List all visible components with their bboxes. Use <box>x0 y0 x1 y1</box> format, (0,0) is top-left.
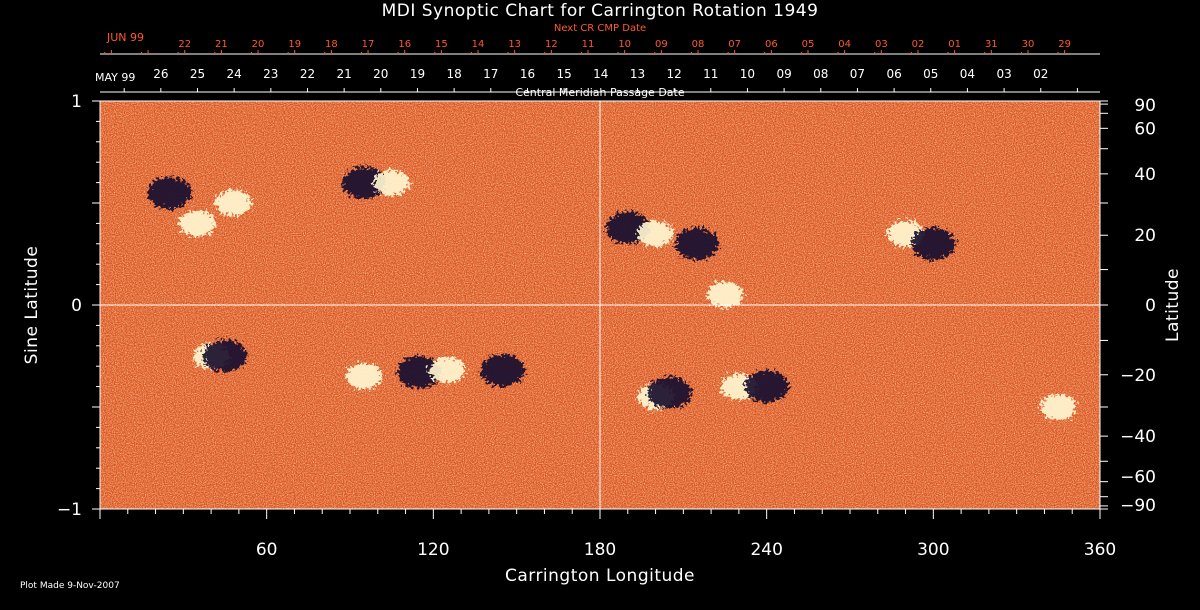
next-cr-day-label: 14 <box>472 39 485 50</box>
y-axis-label-right: Latitude <box>1163 268 1183 342</box>
cmp-day-label: 07 <box>850 67 865 81</box>
negative-polarity-region <box>744 370 789 403</box>
axes: 60 120 180 240 300 36010−1906040200−20−40−60−… <box>57 39 1156 560</box>
next-cr-day-label: 31 <box>985 39 998 50</box>
y-right-tick-label: 60 <box>1134 119 1156 139</box>
positive-polarity-region <box>179 210 216 237</box>
negative-polarity-region <box>480 354 525 387</box>
y-left-tick-label: 0 <box>71 296 82 316</box>
active-regions <box>147 166 1077 420</box>
negative-polarity-region <box>647 376 692 409</box>
positive-polarity-region <box>1040 394 1077 420</box>
y-axis-label-left: Sine Latitude <box>22 245 42 365</box>
cmp-day-label: 21 <box>337 67 352 81</box>
x-axis-label: Carrington Longitude <box>504 566 696 586</box>
next-cr-day-label: 05 <box>802 39 815 50</box>
negative-polarity-region <box>147 176 192 209</box>
positive-polarity-region <box>707 281 743 308</box>
cmp-month-label: MAY 99 <box>95 71 136 84</box>
x-tick-label: 180 <box>584 540 616 560</box>
chart-title: MDI Synoptic Chart for Carrington Rotati… <box>381 1 819 21</box>
y-right-tick-label: −40 <box>1120 427 1156 447</box>
next-cr-day-label: 11 <box>582 39 595 50</box>
next-cr-day-label: 19 <box>288 39 301 50</box>
cmp-day-label: 08 <box>813 67 828 81</box>
next-cr-day-label: 08 <box>692 39 705 50</box>
y-left-tick-label: −1 <box>57 500 82 520</box>
cmp-day-label: 13 <box>630 67 645 81</box>
x-tick-label: 60 <box>256 540 278 560</box>
next-cr-day-label: 30 <box>1022 39 1035 50</box>
cmp-day-label: 11 <box>703 67 718 81</box>
negative-polarity-region <box>675 227 720 260</box>
cmp-day-label: 03 <box>996 67 1011 81</box>
next-cr-day-label: 06 <box>765 39 778 50</box>
y-right-tick-label: 90 <box>1134 96 1156 116</box>
positive-polarity-region <box>345 363 382 390</box>
next-cr-axis-title: Next CR CMP Date <box>553 23 647 34</box>
next-cr-day-label: 15 <box>435 39 448 50</box>
next-cr-day-label: 22 <box>178 39 191 50</box>
next-cr-day-label: 18 <box>325 39 338 50</box>
plot-made-footer: Plot Made 9-Nov-2007 <box>20 581 120 591</box>
cmp-axis-title: Central Meridian Passage Date <box>515 86 685 99</box>
next-cr-day-label: 16 <box>398 39 411 50</box>
cmp-day-label: 15 <box>556 67 571 81</box>
cmp-day-label: 23 <box>263 67 278 81</box>
cmp-day-label: 26 <box>153 67 168 81</box>
cmp-day-label: 12 <box>666 67 681 81</box>
cmp-day-label: 19 <box>410 67 425 81</box>
negative-polarity-region <box>203 340 247 372</box>
y-right-tick-label: 40 <box>1134 165 1156 185</box>
cmp-day-label: 09 <box>776 67 791 81</box>
cmp-day-label: 25 <box>190 67 205 81</box>
cmp-day-label: 18 <box>446 67 461 81</box>
negative-polarity-region <box>397 356 442 389</box>
positive-polarity-region <box>373 169 410 196</box>
next-cr-day-label: 12 <box>545 39 558 50</box>
y-right-tick-label: −20 <box>1120 366 1156 386</box>
next-cr-day-label: 17 <box>362 39 375 50</box>
next-cr-day-label: 21 <box>215 39 228 50</box>
cmp-day-label: 06 <box>886 67 901 81</box>
next-cr-day-label: 20 <box>252 39 265 50</box>
x-tick-label: 360 <box>1084 540 1116 560</box>
y-right-tick-label: −90 <box>1120 496 1156 516</box>
y-right-tick-label: 0 <box>1145 296 1156 316</box>
next-cr-month-label: JUN 99 <box>107 31 145 44</box>
next-cr-day-label: 07 <box>728 39 741 50</box>
y-right-tick-label: 20 <box>1134 226 1156 246</box>
cmp-day-label: 10 <box>740 67 755 81</box>
cmp-day-label: 04 <box>960 67 975 81</box>
x-tick-label: 300 <box>917 540 949 560</box>
cmp-day-label: 16 <box>520 67 535 81</box>
positive-polarity-region <box>429 357 466 384</box>
next-cr-day-label: 02 <box>912 39 925 50</box>
next-cr-day-label: 10 <box>618 39 631 50</box>
next-cr-day-label: 03 <box>875 39 888 50</box>
cmp-day-label: 20 <box>373 67 388 81</box>
cmp-day-label: 24 <box>227 67 242 81</box>
x-tick-label: 120 <box>417 540 449 560</box>
cmp-day-label: 14 <box>593 67 608 81</box>
positive-polarity-region <box>215 190 252 216</box>
cmp-day-label: 17 <box>483 67 498 81</box>
negative-polarity-region <box>911 227 956 260</box>
y-left-tick-label: 1 <box>71 92 82 112</box>
next-cr-day-label: 04 <box>838 39 851 50</box>
cmp-day-label: 05 <box>923 67 938 81</box>
negative-polarity-region <box>341 166 386 199</box>
next-cr-day-label: 13 <box>508 39 521 50</box>
positive-polarity-region <box>637 220 674 247</box>
cmp-day-label: 02 <box>1033 67 1048 81</box>
y-right-tick-label: −60 <box>1120 468 1156 488</box>
next-cr-day-label: 01 <box>948 39 961 50</box>
x-tick-label: 240 <box>750 540 782 560</box>
cmp-day-label: 22 <box>300 67 315 81</box>
next-cr-day-label: 29 <box>1058 39 1071 50</box>
next-cr-day-label: 09 <box>655 39 668 50</box>
